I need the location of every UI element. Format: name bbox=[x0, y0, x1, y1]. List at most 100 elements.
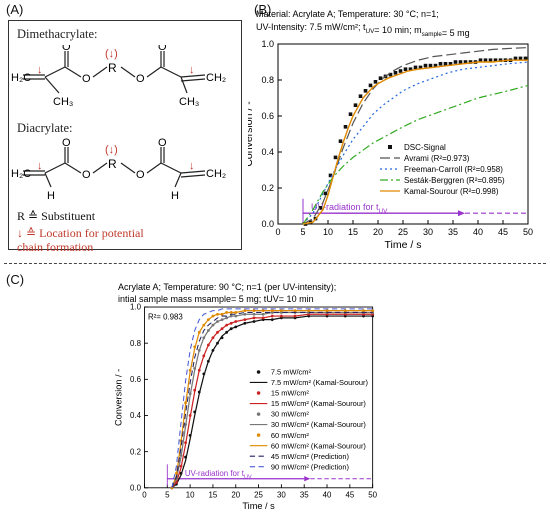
r-squared-label: R²= 0.983 bbox=[148, 312, 183, 321]
chart-title-line1: Material: Acrylate A; Temperature: 30 °C… bbox=[256, 9, 439, 19]
data-point bbox=[438, 62, 443, 66]
legend-label: Freeman-Carroll (R²=0.958) bbox=[404, 165, 503, 174]
data-point bbox=[498, 58, 503, 62]
x-axis-label: Time / s bbox=[385, 239, 422, 251]
series-line bbox=[302, 47, 529, 225]
chain-legend-text-2: chain formation bbox=[17, 240, 94, 254]
legend-marker bbox=[388, 145, 392, 149]
ester-o-right-da: O bbox=[136, 169, 145, 181]
data-point bbox=[348, 112, 353, 116]
data-point bbox=[458, 60, 463, 64]
ch2-left-label-da: H₂C bbox=[11, 168, 31, 180]
x-axis-label: Time / s bbox=[242, 501, 275, 511]
data-point bbox=[443, 62, 448, 66]
legend-label: Kamal-Sourour (R²=0.998) bbox=[404, 187, 499, 196]
x-tick-label: 15 bbox=[348, 227, 358, 237]
r-group-dimethacrylate: R bbox=[108, 61, 117, 75]
carbonyl-o-right-da: O bbox=[158, 137, 167, 149]
data-point bbox=[393, 71, 398, 75]
chain-marker-dm-r: (↓) bbox=[105, 48, 118, 60]
ester-o-left-da: O bbox=[82, 169, 91, 181]
data-point bbox=[378, 76, 383, 80]
legend-marker bbox=[256, 391, 261, 395]
data-point bbox=[468, 60, 473, 64]
series-line bbox=[302, 59, 528, 225]
ch3-left-label: CH₃ bbox=[53, 96, 73, 108]
x-tick-label: 30 bbox=[423, 227, 433, 237]
data-point bbox=[423, 63, 428, 68]
dimethacrylate-heading: Dimethacrylate: bbox=[17, 27, 98, 41]
ch2-right-label-da: CH₂ bbox=[206, 168, 226, 180]
r-legend: R ≙ Substituent bbox=[17, 209, 95, 224]
panel-label-c: (C) bbox=[6, 272, 25, 287]
plot-frame bbox=[277, 43, 529, 225]
data-point bbox=[388, 72, 393, 77]
data-point bbox=[418, 65, 423, 70]
dimethacrylate-structure: H₂C CH₃ O O R O O CH₂ CH₃ ↓ (↓) ↓ bbox=[11, 45, 226, 108]
chain-marker-da-r: (↓) bbox=[105, 144, 118, 156]
chart-c-titles: Acrylate A; Temperature: 90 °C; n=1 (per… bbox=[118, 282, 336, 304]
carbonyl-o-left: O bbox=[62, 45, 71, 53]
uv-annotation: UV-radiation for tUV bbox=[185, 469, 252, 481]
carbonyl-o-right: O bbox=[158, 45, 167, 53]
chain-marker-dm-1: ↓ bbox=[37, 64, 43, 76]
legend-label: 15 mW/cm² (Kamal-Sourour) bbox=[271, 399, 367, 408]
x-tick-label: 35 bbox=[300, 490, 309, 499]
data-point bbox=[433, 63, 438, 68]
data-point bbox=[318, 206, 323, 210]
x-tick-label: 35 bbox=[448, 227, 458, 237]
x-tick-label: 0 bbox=[275, 227, 280, 237]
y-tick-label: 0.4 bbox=[130, 411, 142, 420]
series-line bbox=[302, 61, 529, 225]
ch2-right-label: CH₂ bbox=[206, 72, 226, 84]
chemical-structures-box: Dimethacrylate: H₂C CH₃ O O R O O CH₂ CH… bbox=[8, 20, 242, 254]
x-tick-label: 10 bbox=[323, 227, 333, 237]
r-legend-text: Substituent bbox=[41, 209, 96, 223]
uv-arrow-head bbox=[458, 210, 465, 217]
carbonyl-o-left-da: O bbox=[62, 137, 71, 149]
legend-label: 60 mW/cm² bbox=[271, 431, 310, 440]
y-tick-label: 1.0 bbox=[130, 303, 142, 312]
ester-o-right: O bbox=[136, 73, 145, 85]
data-point bbox=[448, 62, 453, 66]
legend-label: 7.5 mW/cm² (Kamal-Sourour) bbox=[271, 378, 369, 387]
data-point bbox=[398, 69, 403, 73]
h-left-da: H bbox=[47, 190, 55, 202]
x-tick-label: 5 bbox=[300, 227, 305, 237]
ch3-right-label: CH₃ bbox=[179, 96, 199, 108]
r-group-diacrylate: R bbox=[108, 157, 117, 171]
x-tick-label: 10 bbox=[186, 490, 195, 499]
y-tick-label: 1.0 bbox=[261, 39, 274, 49]
y-tick-label: 0.6 bbox=[130, 375, 142, 384]
h-right-da: H bbox=[171, 190, 179, 202]
series-line bbox=[171, 315, 373, 489]
chart-c-title-line2: intial sample mass msample= 5 mg; tUV= 1… bbox=[118, 294, 314, 304]
data-point bbox=[403, 67, 408, 71]
legend-label: 60 mW/cm² (Kamal-Sourour) bbox=[271, 441, 367, 450]
x-tick-label: 45 bbox=[498, 227, 508, 237]
y-tick-label: 0.0 bbox=[130, 483, 142, 492]
y-tick-label: 0.8 bbox=[130, 339, 142, 348]
data-point bbox=[338, 139, 343, 143]
legend-label: 30 mW/cm² (Kamal-Sourour) bbox=[271, 420, 367, 429]
data-point bbox=[453, 60, 458, 64]
y-tick-label: 0.2 bbox=[130, 447, 141, 456]
chart-c: 0 5 10 15 20 25 30 35 40 45 50 0.0 0.2 0.4 0.6 0.8 1.0 Ti… bbox=[114, 303, 378, 511]
chain-legend: ↓ ≙ Location for potential chain formati… bbox=[17, 226, 144, 254]
legend-marker bbox=[256, 412, 261, 416]
diacrylate-heading: Diacrylate: bbox=[17, 121, 73, 135]
data-point bbox=[488, 58, 493, 62]
data-point bbox=[513, 56, 518, 61]
chain-legend-symbol: ↓ ≙ bbox=[17, 226, 37, 240]
chart-b: Material: Acrylate A; Temperature: 30 °C… bbox=[248, 9, 533, 251]
ch2-left-label: H₂C bbox=[11, 72, 31, 84]
chain-marker-dm-2: ↓ bbox=[189, 64, 195, 76]
series-line bbox=[171, 310, 373, 489]
x-tick-label: 0 bbox=[142, 490, 147, 499]
data-point bbox=[408, 67, 413, 71]
x-tick-label: 40 bbox=[473, 227, 483, 237]
legend-marker bbox=[256, 433, 261, 437]
series-line bbox=[171, 313, 373, 489]
data-point bbox=[413, 65, 418, 70]
x-tick-label: 15 bbox=[209, 490, 218, 499]
